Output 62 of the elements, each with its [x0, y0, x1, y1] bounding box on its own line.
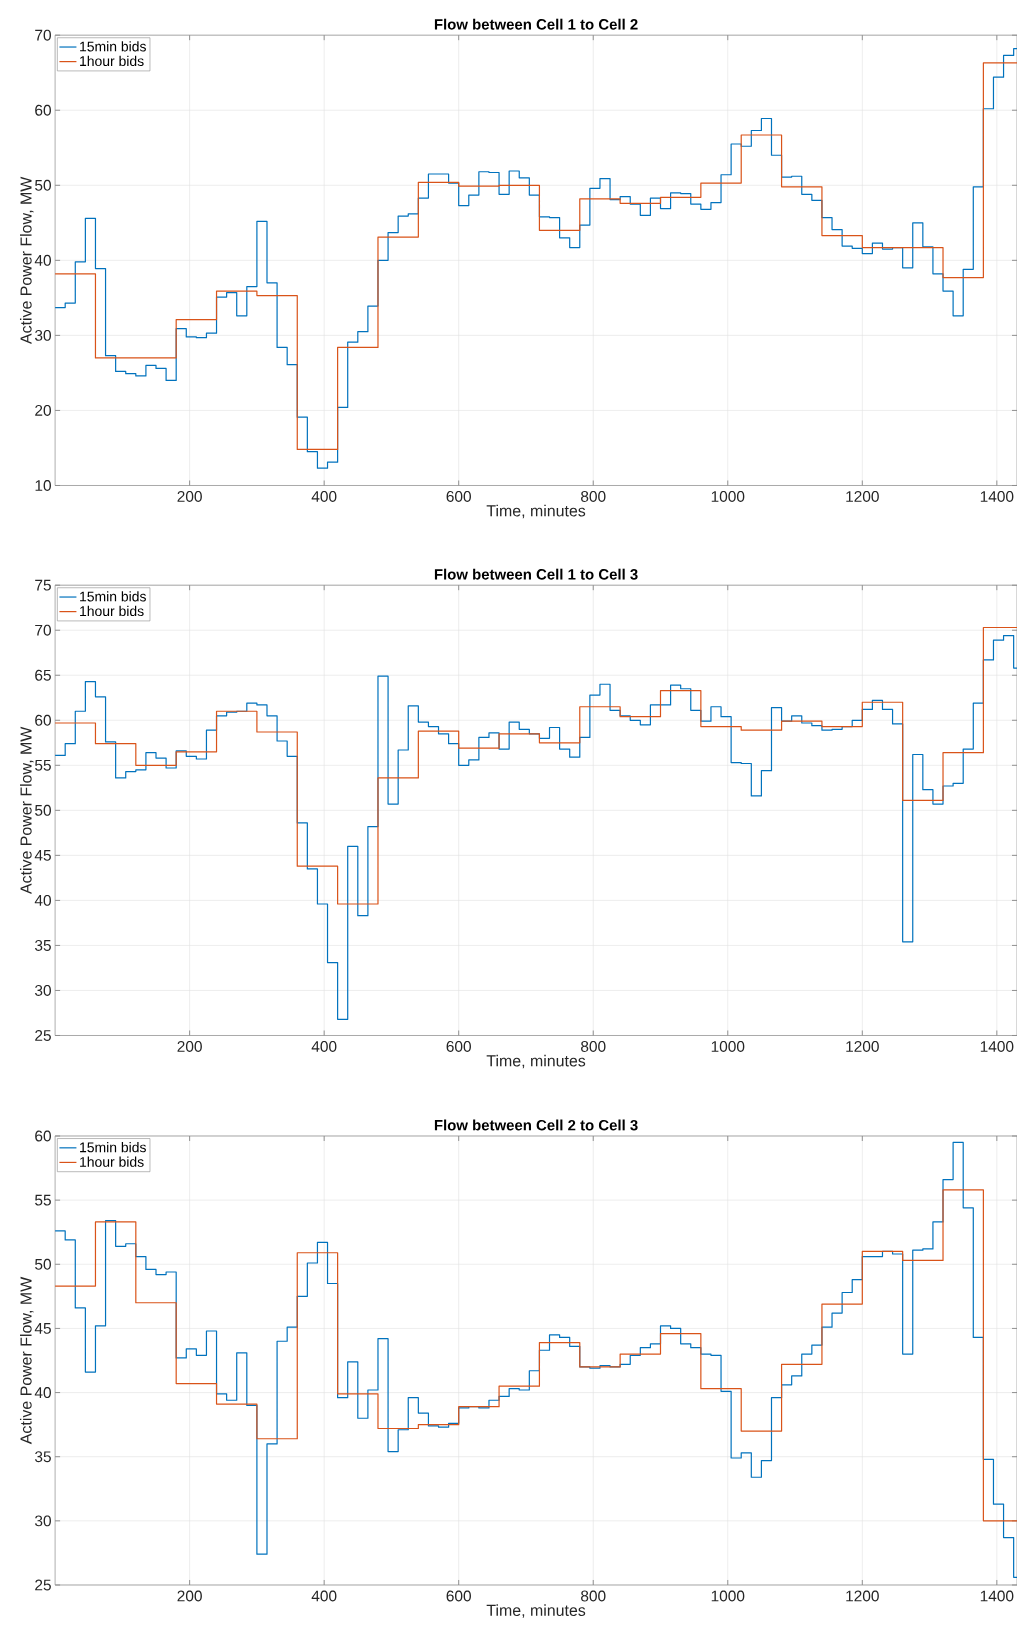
y-tick-label: 10	[35, 480, 51, 491]
x-tick-label: 1000	[711, 1041, 745, 1052]
y-tick-label: 30	[35, 1515, 51, 1527]
y-tick-label: 25	[35, 1030, 51, 1041]
y-tick-label: 60	[35, 1130, 51, 1142]
x-tick-label: 1200	[846, 1590, 879, 1602]
x-tick-label: 1000	[711, 1590, 745, 1602]
x-tick-label: 1200	[846, 491, 879, 502]
y-tick-label: 30	[35, 329, 51, 341]
y-tick-label: 70	[35, 624, 51, 636]
x-tick-label: 1400	[980, 1590, 1014, 1602]
x-tick-label: 200	[177, 1041, 202, 1052]
x-tick-label: 400	[311, 491, 337, 502]
legend-label: 15min bids	[80, 591, 146, 602]
y-tick-label: 20	[35, 404, 51, 416]
x-tick-label: 1400	[980, 1041, 1014, 1052]
x-axis-title: Time, minutes	[486, 504, 586, 519]
x-tick-label: 600	[446, 1041, 471, 1052]
y-tick-label: 75	[35, 579, 51, 591]
legend-label: 15min bids	[80, 41, 146, 52]
y-tick-label: 35	[35, 1451, 51, 1463]
y-tick-label: 60	[35, 104, 51, 116]
x-tick-label: 1000	[711, 491, 745, 502]
y-tick-label: 50	[35, 1258, 51, 1270]
y-tick-label: 30	[35, 985, 51, 996]
x-tick-label: 800	[581, 491, 606, 502]
x-tick-label: 400	[311, 1041, 337, 1052]
legend-label: 1hour bids	[80, 55, 144, 67]
y-tick-label: 55	[35, 759, 51, 771]
x-tick-label: 1200	[846, 1041, 879, 1052]
y-tick-label: 55	[35, 1194, 51, 1206]
x-tick-label: 600	[446, 1590, 471, 1602]
x-tick-label: 1400	[980, 491, 1014, 502]
y-tick-label: 60	[35, 714, 51, 726]
y-tick-label: 35	[35, 939, 51, 951]
y-tick-label: 45	[34, 1323, 51, 1334]
chart-title: Flow between Cell 1 to Cell 3	[434, 568, 638, 580]
x-tick-label: 200	[177, 1590, 202, 1602]
y-tick-label: 45	[34, 849, 51, 861]
y-tick-label: 40	[34, 894, 51, 906]
y-axis-title: Active Power Flow, MW	[19, 176, 34, 344]
x-axis-title: Time, minutes	[486, 1054, 586, 1069]
y-tick-label: 25	[35, 1579, 51, 1591]
legend-label: 15min bids	[80, 1142, 146, 1153]
y-tick-label: 40	[34, 1387, 51, 1399]
x-tick-label: 200	[177, 491, 202, 502]
x-axis-title: Time, minutes	[486, 1604, 586, 1618]
y-tick-label: 50	[35, 179, 51, 191]
y-tick-label: 70	[35, 29, 51, 41]
x-tick-label: 600	[446, 491, 471, 502]
legend-label: 1hour bids	[80, 1156, 144, 1167]
x-tick-label: 800	[581, 1041, 606, 1052]
y-axis-title: Active Power Flow, MW	[19, 726, 34, 895]
y-tick-label: 40	[34, 254, 51, 266]
chart-title: Flow between Cell 1 to Cell 2	[434, 18, 638, 30]
x-tick-label: 800	[581, 1590, 606, 1602]
y-tick-label: 50	[35, 804, 51, 816]
chart-title: Flow between Cell 2 to Cell 3	[434, 1119, 638, 1131]
x-tick-label: 400	[311, 1590, 337, 1602]
y-axis-title: Active Power Flow, MW	[19, 1276, 34, 1445]
legend-label: 1hour bids	[80, 605, 144, 617]
y-tick-label: 65	[35, 669, 51, 681]
